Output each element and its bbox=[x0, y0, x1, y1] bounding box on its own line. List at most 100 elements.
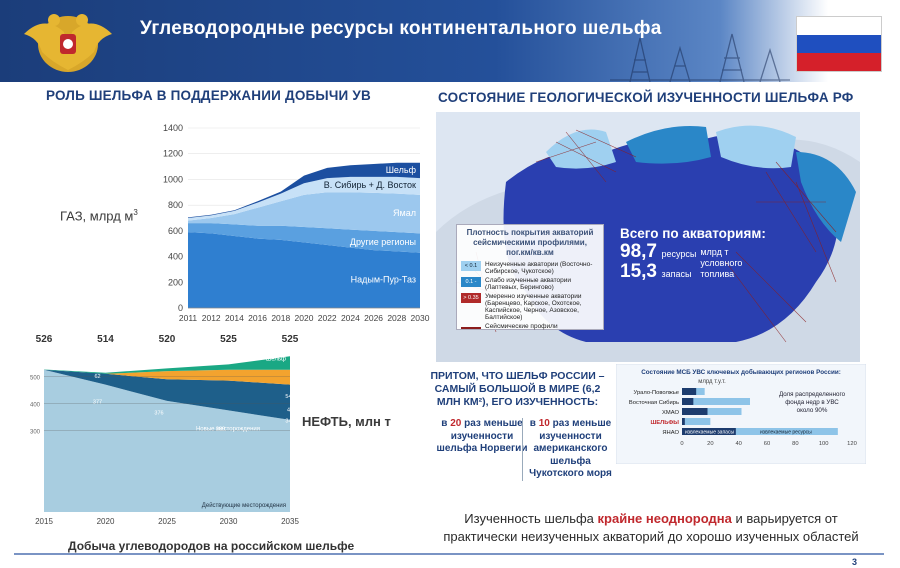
oil-total-label: 520 bbox=[159, 334, 176, 345]
bar-reserves bbox=[682, 398, 694, 405]
oil-x-tick: 2015 bbox=[35, 517, 53, 526]
gas-area-Ямал bbox=[188, 192, 420, 234]
gas-series-label: Другие регионы bbox=[350, 237, 416, 247]
bar-x-tick: 100 bbox=[819, 441, 829, 447]
bar-resources bbox=[682, 418, 711, 425]
bar-category-label: ХМАО bbox=[662, 410, 679, 416]
gas-x-tick: 2018 bbox=[271, 313, 290, 323]
oil-value-label: 280 bbox=[216, 427, 225, 433]
gas-y-tick: 200 bbox=[168, 277, 183, 287]
gas-x-tick: 2020 bbox=[295, 313, 314, 323]
bar-reserves bbox=[682, 388, 697, 395]
right-section-title: СОСТОЯНИЕ ГЕОЛОГИЧЕСКОЙ ИЗУЧЕННОСТИ ШЕЛЬ… bbox=[438, 90, 854, 105]
gas-area-В. Сибирь + Д. Восток bbox=[188, 176, 420, 221]
bar-annotation: фонда недр в УВС bbox=[785, 399, 839, 406]
oil-y-tick: 500 bbox=[30, 376, 41, 382]
bar-resources bbox=[682, 398, 750, 405]
oil-area bbox=[44, 369, 290, 512]
oil-area bbox=[44, 356, 290, 374]
legend-row: 0.1 - 0.35 Слабо изученные акватории (Ла… bbox=[461, 277, 599, 295]
gas-series-label: Надым-Пур-Таз bbox=[351, 275, 416, 285]
oil-series-label: Шельф bbox=[266, 356, 286, 362]
reserves-value: 15,3 bbox=[620, 261, 657, 282]
bar-x-tick: 120 bbox=[847, 441, 857, 447]
legend-swatch: < 0.1 bbox=[461, 261, 481, 271]
gas-series-label: Ямал bbox=[393, 208, 416, 218]
gas-x-tick: 2016 bbox=[248, 313, 267, 323]
gas-y-tick: 800 bbox=[168, 200, 183, 210]
norway-comparison: в 20 раз меньше изученности шельфа Норве… bbox=[436, 418, 528, 454]
gas-y-tick: 600 bbox=[168, 226, 183, 236]
bar-reserves bbox=[682, 428, 736, 435]
oil-derricks-icon bbox=[610, 33, 790, 82]
oil-total-label: 514 bbox=[97, 334, 114, 345]
oil-y-tick: 400 bbox=[30, 403, 41, 409]
russian-flag-icon bbox=[796, 16, 882, 72]
gas-x-tick: 2022 bbox=[318, 313, 337, 323]
oil-total-label: 526 bbox=[36, 334, 53, 345]
bar-legend-resources: извлекаемые ресурсы bbox=[760, 430, 812, 436]
oil-area bbox=[44, 369, 290, 420]
total-resources-box: Всего по акваториям: 98,7 ресурсы 15,3 з… bbox=[620, 226, 790, 283]
oil-value-label: 540 bbox=[285, 394, 294, 400]
gas-y-tick: 1000 bbox=[163, 174, 183, 184]
gas-y-tick: 1200 bbox=[163, 149, 183, 159]
bar-category-label: Восточная Сибирь bbox=[629, 400, 679, 406]
coat-of-arms-icon bbox=[24, 14, 112, 72]
gas-series-label: В. Сибирь + Д. Восток bbox=[324, 180, 416, 190]
bottom-summary: Изученность шельфа крайне неоднородна и … bbox=[443, 511, 859, 544]
left-caption: Добыча углеводородов на российском шельф… bbox=[68, 539, 355, 553]
resources-value: 98,7 bbox=[620, 241, 657, 262]
gas-area-Другие регионы bbox=[188, 223, 420, 253]
left-section-title: РОЛЬ ШЕЛЬФА В ПОДДЕРЖАНИИ ДОБЫЧИ УВ bbox=[46, 88, 371, 103]
bar-category-label: ЯНАО bbox=[662, 430, 679, 436]
bar-chart-title: Состояние МСБ УВС ключевых добывающих ре… bbox=[641, 368, 841, 376]
gas-y-tick: 1400 bbox=[163, 123, 183, 133]
header-banner: Углеводородные ресурсы континентального … bbox=[0, 0, 900, 82]
russia-map-illustration bbox=[436, 112, 860, 362]
gas-x-tick: 2012 bbox=[202, 313, 221, 323]
bar-resources bbox=[682, 428, 838, 435]
resources-label: ресурсы bbox=[661, 249, 697, 259]
gas-x-tick: 2014 bbox=[225, 313, 244, 323]
gas-y-tick: 0 bbox=[178, 303, 183, 313]
gas-y-tick: 400 bbox=[168, 252, 183, 262]
oil-x-tick: 2020 bbox=[97, 517, 115, 526]
shelf-size-note: ПРИТОМ, ЧТО ШЕЛЬФ РОССИИ – САМЫЙ БОЛЬШОЙ… bbox=[430, 370, 605, 408]
gas-area-Шельф bbox=[188, 162, 420, 218]
legend-text: Неизученные акватории (Восточно-Сибирско… bbox=[485, 261, 593, 275]
total-title: Всего по акваториям: bbox=[620, 226, 766, 241]
oil-value-label: 47 bbox=[287, 408, 293, 414]
oil-value-label: 377 bbox=[93, 400, 102, 406]
bar-x-tick: 0 bbox=[680, 441, 683, 447]
seismic-line-swatch bbox=[461, 323, 481, 329]
gas-production-chart: 0 200 400 600 800 1000 1200 1400 Надым-Пур-Таз Др… bbox=[163, 123, 430, 323]
gas-x-tick: 2030 bbox=[411, 313, 430, 323]
oil-total-label: 525 bbox=[220, 334, 237, 345]
legend-text: Слабо изученные акватории (Лаптевых, Бер… bbox=[485, 277, 572, 291]
msb-bar-chart: Состояние МСБ УВС ключевых добывающих ре… bbox=[616, 364, 866, 464]
bar-annotation: Доля распределенного bbox=[779, 391, 846, 398]
legend-swatch: > 0.35 bbox=[461, 293, 481, 303]
bar-x-tick: 40 bbox=[735, 441, 741, 447]
bar-category-label: Урало-Поволжье bbox=[634, 390, 679, 396]
footer-divider bbox=[14, 553, 884, 555]
shelf-map bbox=[436, 112, 860, 362]
legend-text: Умеренно изученные акватории (Баренцево,… bbox=[485, 293, 582, 321]
oil-y-tick: 300 bbox=[30, 430, 41, 436]
bar-x-tick: 20 bbox=[707, 441, 713, 447]
bar-reserves bbox=[682, 408, 708, 415]
oil-value-label: 343 bbox=[285, 419, 294, 425]
bar-x-tick: 80 bbox=[792, 441, 798, 447]
oil-x-tick: 2025 bbox=[158, 517, 176, 526]
oil-total-label: 525 bbox=[282, 334, 299, 345]
oil-value-label: 38 bbox=[94, 356, 100, 362]
total-unit: млрд т условного топлива bbox=[700, 246, 743, 279]
page-title: Углеводородные ресурсы континентального … bbox=[140, 18, 662, 39]
gas-x-tick: 2028 bbox=[387, 313, 406, 323]
gas-x-tick: 2011 bbox=[179, 313, 198, 323]
legend-row: < 0.1 Неизученные акватории (Восточно-Си… bbox=[461, 261, 599, 275]
oil-value-label: 67 bbox=[156, 356, 162, 362]
oil-x-tick: 2030 bbox=[220, 517, 238, 526]
oil-value-label: 57 bbox=[217, 358, 223, 364]
